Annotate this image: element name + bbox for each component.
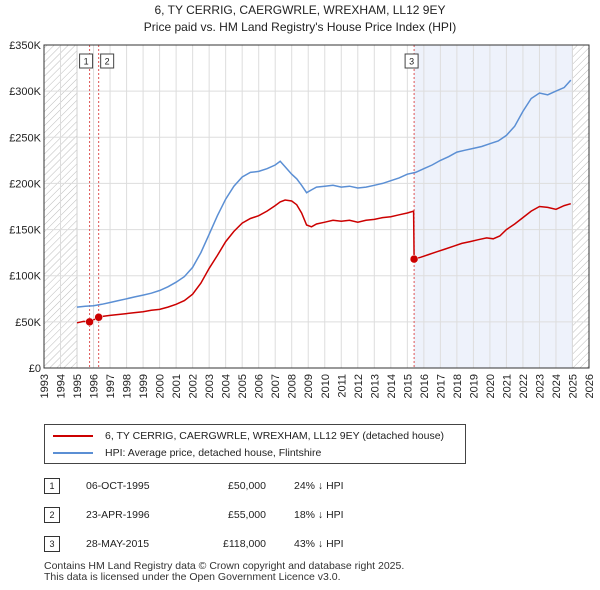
chart-title: 6, TY CERRIG, CAERGWRLE, WREXHAM, LL12 9…	[155, 3, 446, 17]
x-tick-label: 2014	[386, 374, 398, 398]
transaction-number-badge: 3	[44, 536, 60, 552]
transaction-point	[409, 254, 419, 264]
x-tick-label: 2000	[155, 374, 167, 398]
x-tick-label: 2020	[485, 374, 497, 398]
x-tick-label: 2006	[254, 374, 266, 398]
x-tick-label: 2003	[204, 374, 216, 398]
transaction-date: 28-MAY-2015	[86, 538, 150, 550]
footer-copyright: Contains HM Land Registry data © Crown c…	[44, 560, 405, 572]
x-tick-label: 1998	[122, 374, 134, 398]
x-tick-label: 2021	[501, 374, 513, 398]
property-series-line	[76, 199, 572, 324]
x-tick-label: 2017	[435, 374, 447, 398]
y-tick-label: £100K	[9, 271, 41, 283]
transaction-price: £55,000	[228, 509, 266, 521]
x-tick-label: 2019	[468, 374, 480, 398]
x-tick-label: 2013	[369, 374, 381, 398]
transaction-label: 3	[409, 57, 414, 67]
legend-label-property: 6, TY CERRIG, CAERGWRLE, WREXHAM, LL12 9…	[105, 430, 445, 442]
x-tick-label: 2015	[402, 374, 414, 398]
x-tick-label: 2023	[534, 374, 546, 398]
y-tick-label: £50K	[15, 317, 41, 329]
legend-label-hpi: HPI: Average price, detached house, Flin…	[105, 447, 322, 459]
x-tick-label: 2012	[353, 374, 365, 398]
transaction-label-box	[404, 53, 419, 69]
x-tick-label: 2001	[171, 374, 183, 398]
legend-item-property: 6, TY CERRIG, CAERGWRLE, WREXHAM, LL12 9…	[53, 429, 444, 443]
x-tick-label: 2024	[551, 374, 563, 398]
x-tick-label: 2016	[419, 374, 431, 398]
x-tick-label: 2002	[188, 374, 200, 398]
y-tick-label: £350K	[9, 40, 41, 52]
transaction-price: £118,000	[222, 538, 266, 550]
plot-border	[43, 44, 590, 369]
transaction-number-badge: 2	[44, 507, 60, 523]
transaction-label: 1	[84, 57, 89, 67]
transaction-point	[85, 317, 94, 327]
y-tick-label: £300K	[9, 86, 41, 98]
x-tick-label: 2018	[452, 374, 464, 398]
legend-swatch-property	[53, 435, 93, 437]
transaction-hpi-diff: 24% ↓ HPI	[294, 480, 344, 492]
x-tick-label: 1996	[89, 374, 101, 398]
legend-item-hpi: HPI: Average price, detached house, Flin…	[53, 446, 321, 460]
x-tick-label: 1999	[138, 374, 150, 398]
x-tick-label: 1994	[56, 374, 68, 398]
price-chart: 6, TY CERRIG, CAERGWRLE, WREXHAM, LL12 9…	[9, 3, 596, 398]
y-tick-label: £250K	[9, 132, 41, 144]
transaction-hpi-diff: 43% ↓ HPI	[294, 538, 344, 550]
transaction-date: 23-APR-1996	[86, 509, 150, 521]
x-tick-label: 1995	[72, 374, 84, 398]
no-data-hatch	[572, 45, 589, 368]
x-tick-label: 2005	[237, 374, 249, 398]
y-tick-label: £200K	[9, 178, 41, 190]
x-tick-label: 2008	[287, 374, 299, 398]
table-row: 3 28-MAY-2015 £118,000 43% ↓ HPI	[44, 536, 464, 552]
x-tick-label: 2011	[336, 374, 348, 398]
x-tick-label: 2009	[303, 374, 315, 398]
x-tick-label: 2010	[320, 374, 332, 398]
post-sale-shading	[414, 45, 573, 368]
x-tick-label: 2022	[518, 374, 530, 398]
y-tick-label: £150K	[9, 225, 41, 237]
footer: Contains HM Land Registry data © Crown c…	[44, 561, 404, 583]
y-tick-label: £0	[29, 363, 41, 375]
transaction-label-box	[79, 53, 94, 69]
x-tick-label: 2007	[270, 374, 282, 398]
chart-subtitle: Price paid vs. HM Land Registry's House …	[144, 20, 456, 34]
x-tick-label: 2025	[567, 374, 579, 398]
transaction-price: £50,000	[228, 480, 266, 492]
legend-swatch-hpi	[53, 452, 93, 454]
x-tick-label: 1997	[105, 374, 117, 398]
footer-licence: This data is licensed under the Open Gov…	[44, 571, 341, 583]
transaction-number-badge: 1	[44, 478, 60, 494]
transaction-hpi-diff: 18% ↓ HPI	[294, 509, 344, 521]
transaction-point	[94, 312, 103, 322]
hpi-series-line	[76, 79, 572, 308]
transaction-date: 06-OCT-1995	[86, 480, 150, 492]
x-tick-label: 1993	[39, 374, 51, 398]
transaction-label: 2	[105, 57, 110, 67]
transaction-label-box	[100, 53, 115, 69]
x-tick-label: 2004	[221, 374, 233, 398]
legend: 6, TY CERRIG, CAERGWRLE, WREXHAM, LL12 9…	[44, 424, 466, 464]
table-row: 1 06-OCT-1995 £50,000 24% ↓ HPI	[44, 478, 464, 494]
table-row: 2 23-APR-1996 £55,000 18% ↓ HPI	[44, 507, 464, 523]
x-tick-label: 2026	[584, 374, 596, 398]
